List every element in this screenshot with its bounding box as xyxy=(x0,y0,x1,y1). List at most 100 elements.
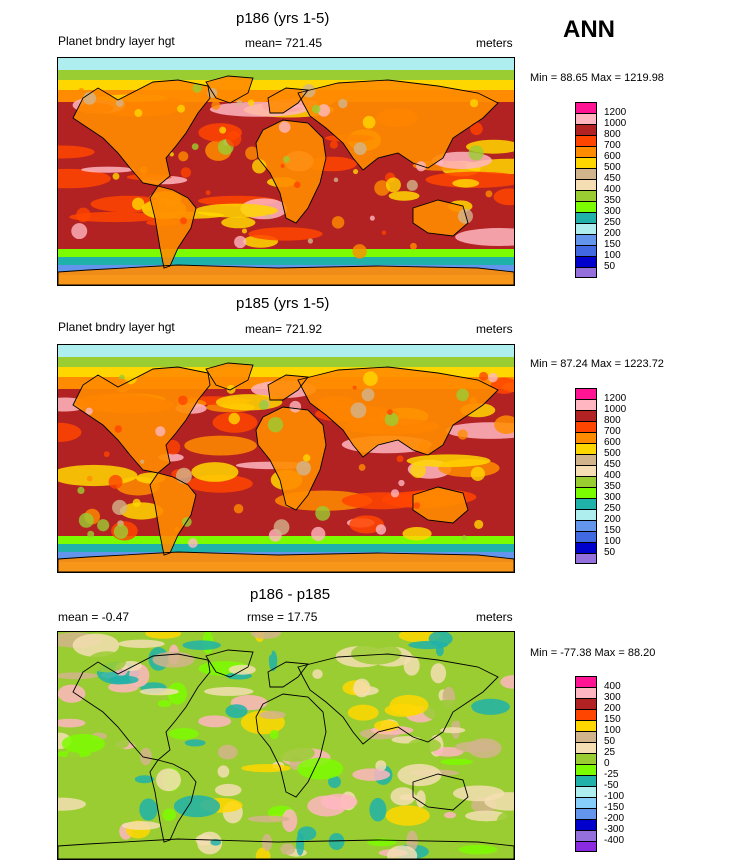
colorbar-swatch xyxy=(575,245,597,256)
colorbar-tick-label: 800 xyxy=(604,129,621,140)
colorbar-tick-label: 100 xyxy=(604,250,621,261)
colorbar-tick-label: 0 xyxy=(604,758,610,769)
colorbar-swatch xyxy=(575,819,597,830)
colorbar-swatch xyxy=(575,709,597,720)
colorbar-swatch xyxy=(575,234,597,245)
colorbar-tick-label: 150 xyxy=(604,714,621,725)
colorbar-tick-label: 1200 xyxy=(604,393,627,404)
colorbar-swatch xyxy=(575,753,597,764)
colorbar-tick-label: 1000 xyxy=(604,118,627,129)
colorbar-swatch xyxy=(575,421,597,432)
panel2-units: meters xyxy=(476,322,513,336)
panel3-title: p186 - p185 xyxy=(250,586,331,603)
panel3-minmax: Min = -77.38 Max = 88.20 xyxy=(530,647,656,659)
colorbar-tick-label: 350 xyxy=(604,195,621,206)
panel2-map xyxy=(57,344,515,573)
colorbar-swatch xyxy=(575,388,597,399)
colorbar-tick-label: 700 xyxy=(604,140,621,151)
colorbar-swatch xyxy=(575,676,597,687)
colorbar-tick-label: 200 xyxy=(604,514,621,525)
panel2-variable-label: Planet bndry layer hgt xyxy=(58,320,175,334)
colorbar-swatch xyxy=(575,476,597,487)
panel2-minmax: Min = 87.24 Max = 1223.72 xyxy=(530,358,664,370)
colorbar-swatch xyxy=(575,256,597,267)
colorbar-swatch xyxy=(575,190,597,201)
colorbar-swatch xyxy=(575,410,597,421)
colorbar-swatch xyxy=(575,146,597,157)
colorbar-swatch xyxy=(575,168,597,179)
colorbar-swatch xyxy=(575,764,597,775)
colorbar-tick-label: 1200 xyxy=(604,107,627,118)
panel2-mean: mean= 721.92 xyxy=(245,322,323,336)
colorbar-swatch xyxy=(575,687,597,698)
panel3-colorbar: 400 300 200 150 100 50 25 0 -25 -50 -100 -150 -200 -3… xyxy=(575,676,655,856)
colorbar-swatch xyxy=(575,102,597,113)
panel2-colorbar: 1200 1000 800 700 600 500 450 400 350 300 250 200 15… xyxy=(575,388,655,568)
colorbar-tick-label: 25 xyxy=(604,747,616,758)
colorbar-tick-label: -200 xyxy=(604,813,625,824)
colorbar-swatch xyxy=(575,135,597,146)
colorbar-tick-label: -50 xyxy=(604,780,619,791)
colorbar-swatch xyxy=(575,454,597,465)
colorbar-tick-label: 50 xyxy=(604,261,616,272)
panel1-title: p186 (yrs 1-5) xyxy=(236,10,330,27)
panel3-map xyxy=(57,631,515,860)
colorbar-swatch xyxy=(575,157,597,168)
colorbar-swatch xyxy=(575,841,597,852)
colorbar-tick-label: 350 xyxy=(604,481,621,492)
panel1-mean: mean= 721.45 xyxy=(245,36,323,50)
colorbar-tick-label: -150 xyxy=(604,802,625,813)
colorbar-swatch xyxy=(575,542,597,553)
colorbar-swatch xyxy=(575,465,597,476)
colorbar-tick-label: -300 xyxy=(604,824,625,835)
colorbar-swatch xyxy=(575,509,597,520)
colorbar-swatch xyxy=(575,212,597,223)
colorbar-swatch xyxy=(575,808,597,819)
panel3-mean: mean = -0.47 xyxy=(58,610,130,624)
colorbar-tick-label: 200 xyxy=(604,703,621,714)
colorbar-swatch xyxy=(575,553,597,564)
season-label: ANN xyxy=(563,16,615,43)
colorbar-tick-label: 400 xyxy=(604,184,621,195)
colorbar-tick-label: 250 xyxy=(604,217,621,228)
colorbar-tick-label: 300 xyxy=(604,492,621,503)
colorbar-tick-label: 150 xyxy=(604,239,621,250)
colorbar-swatch xyxy=(575,124,597,135)
colorbar-swatch xyxy=(575,443,597,454)
colorbar-tick-label: 600 xyxy=(604,151,621,162)
colorbar-tick-label: 300 xyxy=(604,206,621,217)
colorbar-tick-label: -400 xyxy=(604,835,625,846)
colorbar-swatch xyxy=(575,498,597,509)
panel1-minmax: Min = 88.65 Max = 1219.98 xyxy=(530,72,664,84)
colorbar-swatch xyxy=(575,830,597,841)
colorbar-swatch xyxy=(575,201,597,212)
panel2-title: p185 (yrs 1-5) xyxy=(236,295,330,312)
panel1-variable-label: Planet bndry layer hgt xyxy=(58,34,175,48)
panel1-colorbar: 1200 1000 800 700 600 500 450 400 350 300 250 200 15… xyxy=(575,102,655,282)
panel1-units: meters xyxy=(476,36,513,50)
colorbar-tick-label: 800 xyxy=(604,415,621,426)
colorbar-tick-label: 450 xyxy=(604,459,621,470)
colorbar-tick-label: 100 xyxy=(604,536,621,547)
colorbar-tick-label: 100 xyxy=(604,725,621,736)
panel1-map xyxy=(57,57,515,286)
colorbar-swatch xyxy=(575,399,597,410)
colorbar-tick-label: -25 xyxy=(604,769,619,780)
colorbar-swatch xyxy=(575,786,597,797)
colorbar-swatch xyxy=(575,487,597,498)
colorbar-tick-label: 200 xyxy=(604,228,621,239)
colorbar-swatch xyxy=(575,520,597,531)
colorbar-swatch xyxy=(575,720,597,731)
colorbar-swatch xyxy=(575,267,597,278)
colorbar-swatch xyxy=(575,775,597,786)
colorbar-swatch xyxy=(575,179,597,190)
colorbar-tick-label: 500 xyxy=(604,448,621,459)
colorbar-tick-label: 1000 xyxy=(604,404,627,415)
colorbar-swatch xyxy=(575,797,597,808)
colorbar-tick-label: 150 xyxy=(604,525,621,536)
colorbar-tick-label: 700 xyxy=(604,426,621,437)
colorbar-tick-label: 50 xyxy=(604,736,616,747)
panel3-units: meters xyxy=(476,610,513,624)
colorbar-tick-label: 400 xyxy=(604,681,621,692)
colorbar-swatch xyxy=(575,742,597,753)
